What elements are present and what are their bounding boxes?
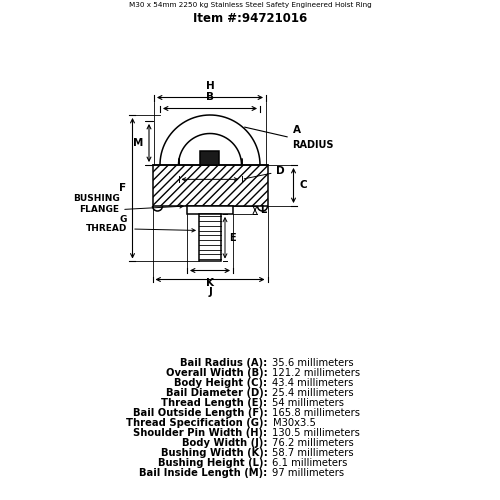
Text: Overall Width (B):: Overall Width (B): — [166, 368, 268, 378]
Text: 130.5 millimeters: 130.5 millimeters — [272, 428, 360, 438]
Text: C: C — [300, 180, 307, 190]
Text: 54 millimeters: 54 millimeters — [272, 398, 344, 407]
Text: THREAD: THREAD — [86, 224, 127, 233]
Bar — [200, 151, 220, 165]
Text: Bail Radius (A):: Bail Radius (A): — [180, 358, 268, 368]
Text: 35.6 millimeters: 35.6 millimeters — [272, 358, 354, 368]
Text: Bail Inside Length (M):: Bail Inside Length (M): — [139, 468, 268, 477]
Text: 121.2 millimeters: 121.2 millimeters — [272, 368, 360, 378]
Text: G: G — [120, 215, 127, 224]
Text: 165.8 millimeters: 165.8 millimeters — [272, 408, 360, 418]
Text: L: L — [260, 205, 266, 215]
Text: Body Height (C):: Body Height (C): — [174, 378, 268, 388]
Text: Bushing Height (L):: Bushing Height (L): — [158, 458, 268, 468]
Text: Shoulder Pin Width (H):: Shoulder Pin Width (H): — [134, 428, 268, 438]
Text: Thread Specification (G):: Thread Specification (G): — [126, 418, 268, 428]
Text: F: F — [120, 183, 126, 193]
Text: Body Width (J):: Body Width (J): — [182, 438, 268, 448]
Text: 25.4 millimeters: 25.4 millimeters — [272, 388, 354, 398]
Text: H: H — [206, 81, 214, 91]
Text: 58.7 millimeters: 58.7 millimeters — [272, 448, 354, 458]
Text: Item #:94721016: Item #:94721016 — [193, 12, 307, 26]
Bar — [152, 165, 268, 206]
Text: 76.2 millimeters: 76.2 millimeters — [272, 438, 354, 448]
Bar — [187, 206, 233, 214]
Text: 97 millimeters: 97 millimeters — [272, 468, 344, 477]
Text: J: J — [208, 287, 212, 297]
Text: B: B — [206, 92, 214, 102]
Bar — [152, 165, 268, 206]
Text: D: D — [244, 166, 285, 179]
Text: K: K — [206, 278, 214, 288]
Text: 43.4 millimeters: 43.4 millimeters — [272, 378, 354, 388]
Text: FLANGE: FLANGE — [80, 206, 120, 214]
Text: M30x3.5: M30x3.5 — [272, 418, 316, 428]
Text: M: M — [132, 138, 143, 148]
Text: Bail Diameter (D):: Bail Diameter (D): — [166, 388, 268, 398]
Text: Thread Length (E):: Thread Length (E): — [162, 398, 268, 407]
Text: E: E — [229, 232, 235, 242]
Text: A: A — [292, 125, 300, 135]
Text: Bail Outside Length (F):: Bail Outside Length (F): — [133, 408, 268, 418]
Text: Bushing Width (K):: Bushing Width (K): — [160, 448, 268, 458]
Text: BUSHING: BUSHING — [73, 194, 120, 203]
Text: RADIUS: RADIUS — [292, 140, 334, 150]
Text: 6.1 millimeters: 6.1 millimeters — [272, 458, 348, 468]
Bar — [199, 214, 221, 262]
Text: M30 x 54mm 2250 kg Stainless Steel Safety Engineered Hoist Ring: M30 x 54mm 2250 kg Stainless Steel Safet… — [128, 2, 372, 8]
